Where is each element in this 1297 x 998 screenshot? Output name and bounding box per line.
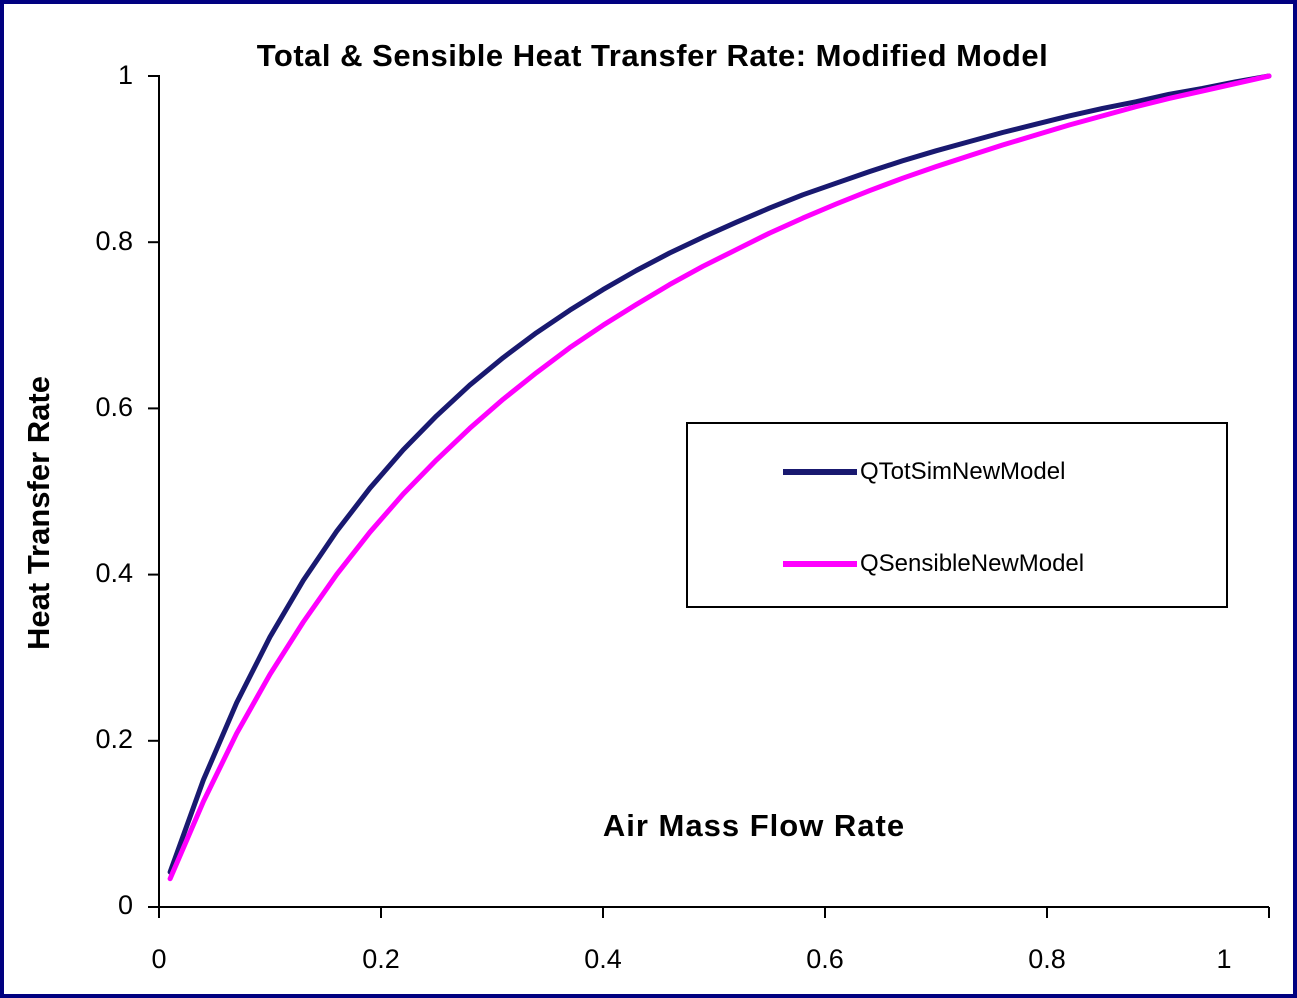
legend-label: QSensibleNewModel	[860, 550, 1085, 577]
y-tick-label: 0.4	[95, 558, 133, 588]
plot-area	[148, 73, 1272, 918]
y-tick-label: 0.6	[95, 392, 133, 422]
x-tick-label: 0.6	[806, 944, 844, 974]
y-tick-label: 0.2	[95, 724, 133, 754]
x-tick-label: 1	[1216, 944, 1232, 974]
y-tick-label: 0	[117, 890, 133, 920]
legend: QTotSimNewModel QSensibleNewModel	[686, 422, 1228, 608]
legend-entry-qsensiblenewmodel: QSensibleNewModel	[783, 549, 1084, 579]
legend-entry-qtotsimnewmodel: QTotSimNewModel	[783, 457, 1065, 487]
y-tick-label: 1	[117, 60, 133, 90]
x-tick-label: 0	[151, 944, 167, 974]
x-tick-label: 0.2	[362, 944, 400, 974]
y-tick-label: 0.8	[95, 226, 133, 256]
qsensiblenewmodel-line-swatch	[783, 561, 857, 567]
legend-label: QTotSimNewModel	[860, 458, 1066, 485]
chart-title: Total & Sensible Heat Transfer Rate: Mod…	[256, 38, 1049, 73]
qtotsimnewmodel-line-swatch	[783, 469, 857, 475]
x-axis-label: Air Mass Flow Rate	[602, 808, 906, 843]
x-tick-label: 0.4	[584, 944, 622, 974]
x-tick-label: 0.8	[1028, 944, 1066, 974]
